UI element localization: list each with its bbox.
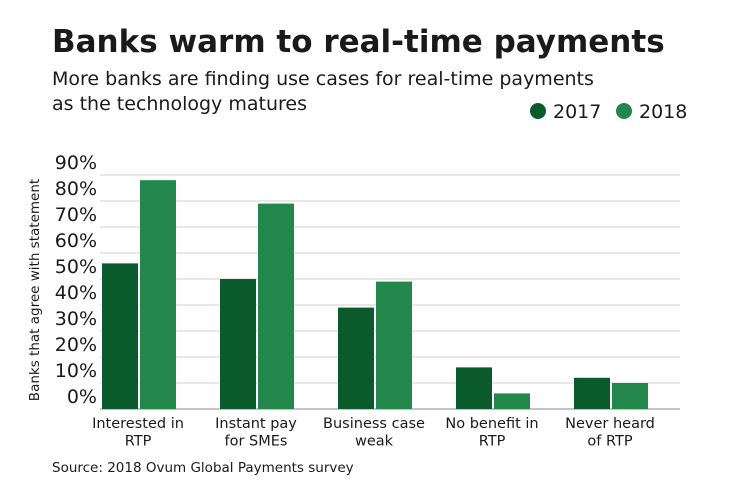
y-tick-label: 10% — [55, 360, 97, 382]
legend-swatch — [616, 103, 632, 119]
legend-label: 2017 — [553, 101, 601, 123]
y-tick-label: 30% — [55, 308, 97, 330]
x-tick-label: Interested in RTP — [92, 416, 184, 449]
legend-label: 2018 — [639, 101, 687, 123]
bar — [612, 383, 648, 409]
y-tick-label: 70% — [55, 204, 97, 226]
y-tick-label: 50% — [55, 256, 97, 278]
y-tick-label: 40% — [55, 282, 97, 304]
bar — [494, 393, 530, 409]
y-axis-label: Banks that agree with statement — [27, 179, 43, 401]
legend-swatch — [530, 103, 546, 119]
x-tick-label: Instant pay for SMEs — [215, 416, 297, 449]
bar — [376, 281, 412, 409]
bar — [258, 203, 294, 409]
y-tick-label: 60% — [55, 230, 97, 252]
y-tick-label: 90% — [55, 152, 97, 174]
bar — [140, 180, 176, 409]
bar — [456, 367, 492, 409]
y-tick-label: 80% — [55, 178, 97, 200]
chart-title: Banks warm to real-time payments — [52, 24, 665, 60]
y-tick-label: 20% — [55, 334, 97, 356]
bar — [574, 377, 610, 409]
bar — [338, 307, 374, 409]
x-tick-label: No benefit in RTP — [445, 416, 538, 449]
bar — [102, 263, 138, 409]
source: Source: 2018 Ovum Global Payments survey — [52, 460, 354, 476]
chart-subtitle: More banks are finding use cases for rea… — [52, 68, 594, 90]
x-tick-label: Never heard of RTP — [565, 416, 655, 449]
x-tick-label: Business case weak — [323, 416, 425, 449]
chart-subtitle: as the technology matures — [52, 93, 307, 115]
y-tick-label: 0% — [67, 386, 97, 408]
bar — [220, 279, 256, 409]
